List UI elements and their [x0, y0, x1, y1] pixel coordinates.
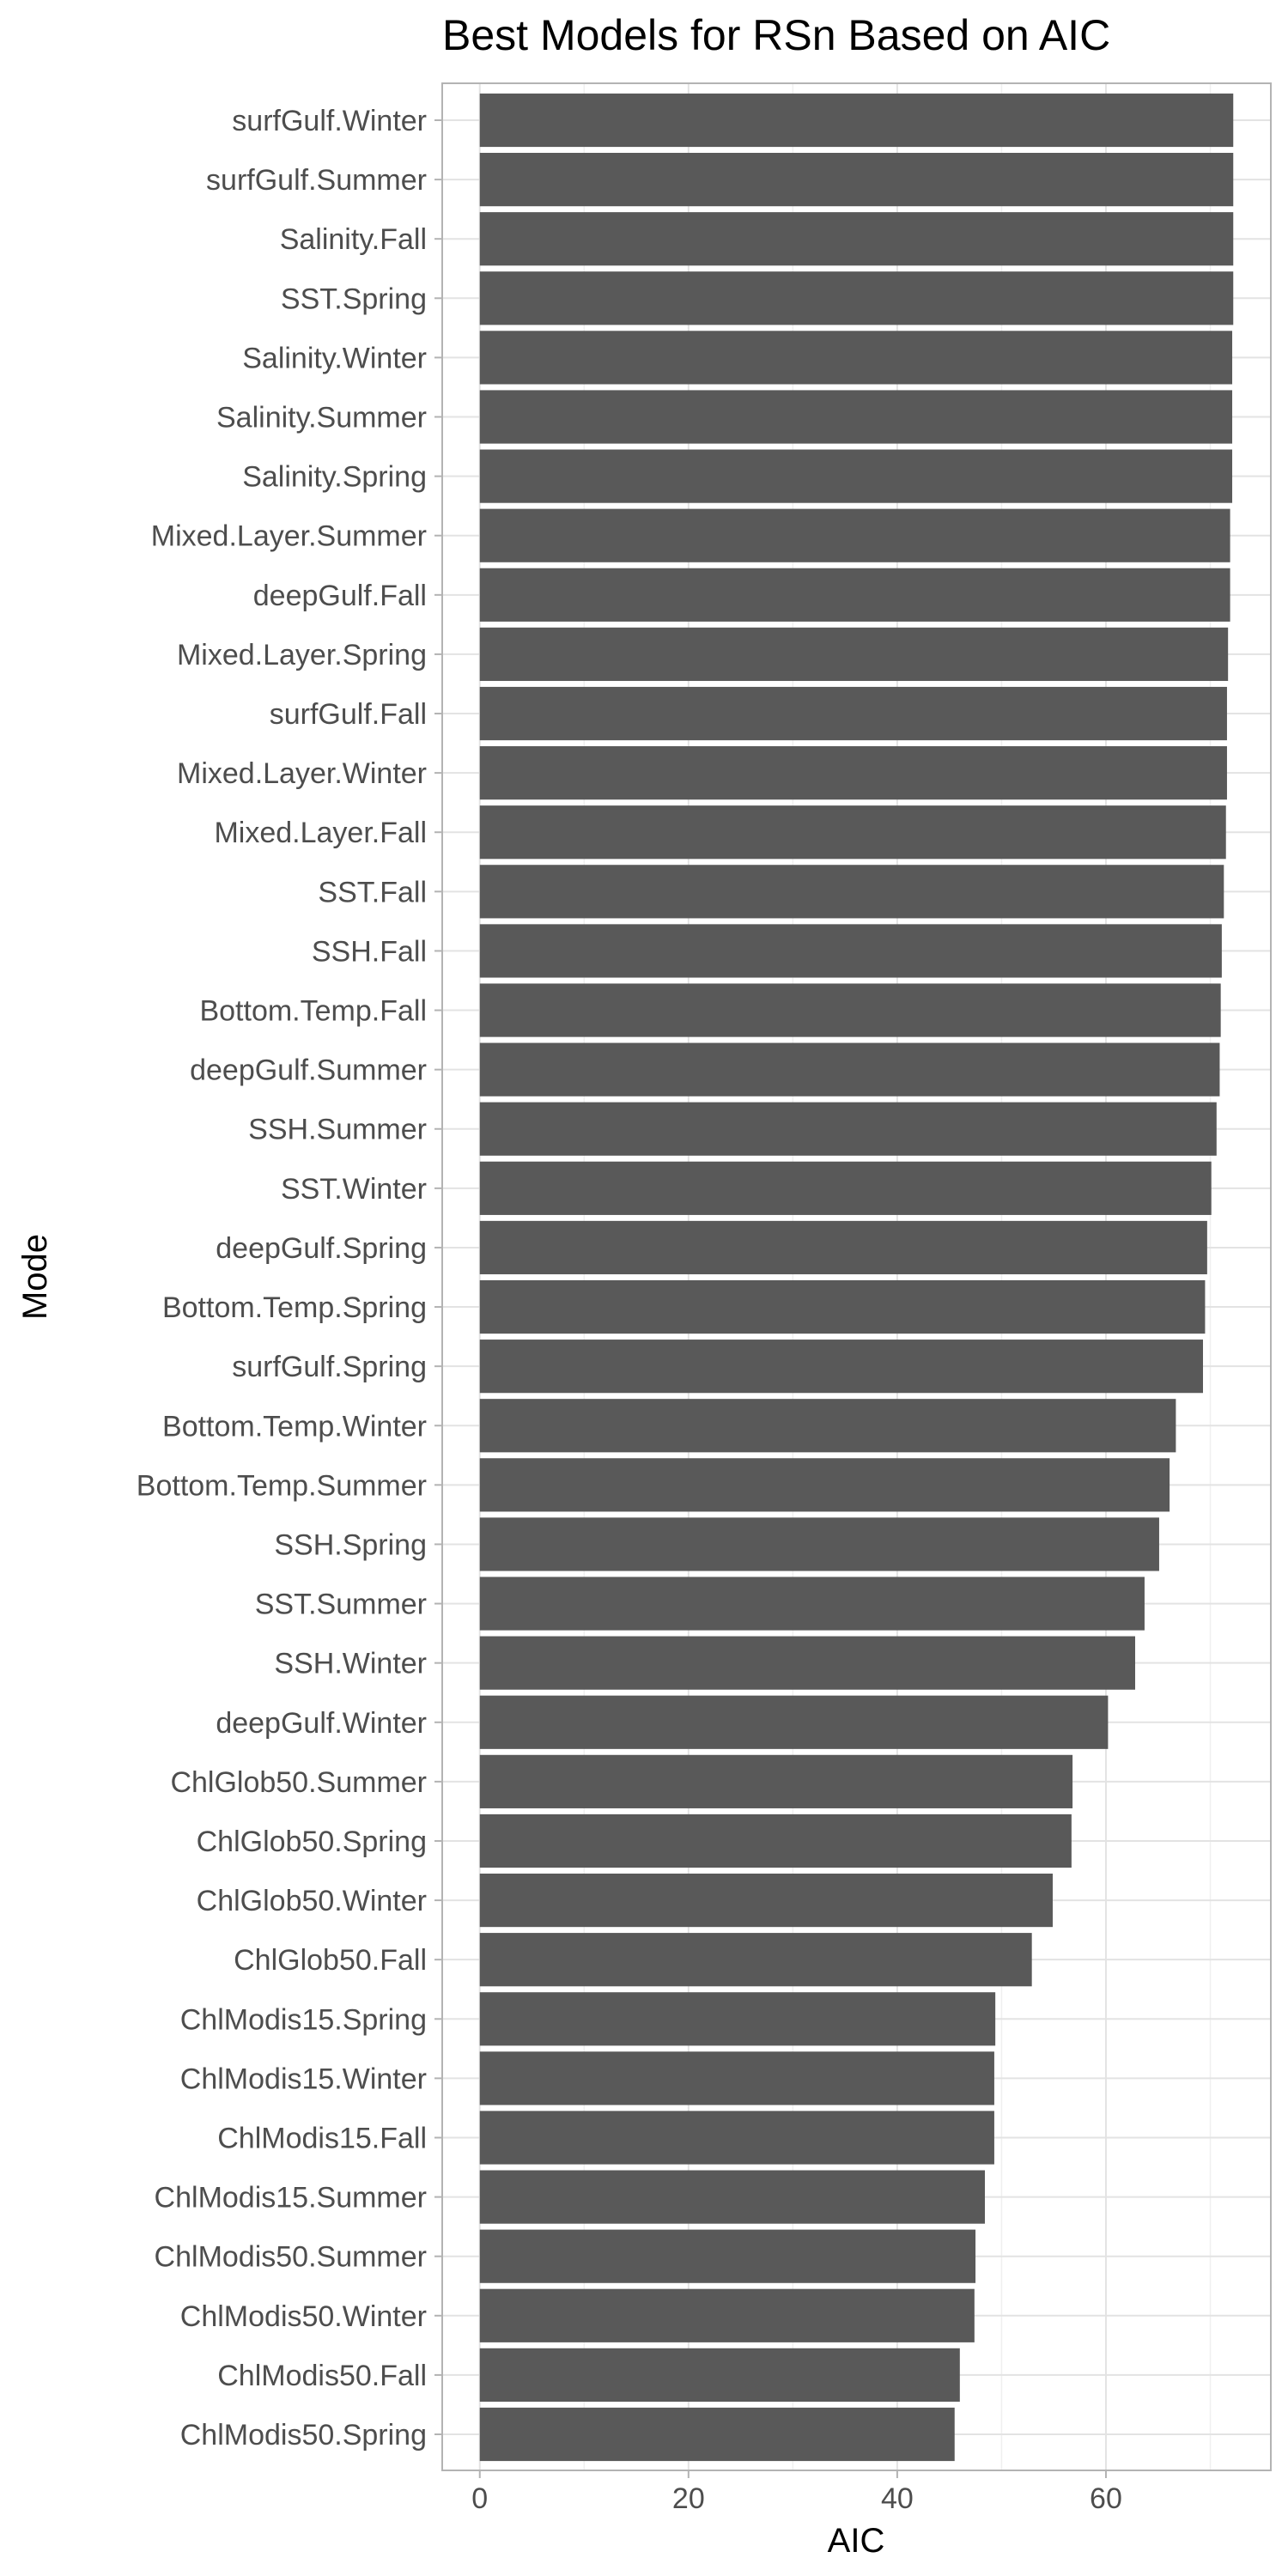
bar	[479, 1458, 1170, 1512]
bar	[479, 1399, 1176, 1453]
x-tick-layer: 0 20 40 60	[471, 2470, 1122, 2515]
y-tick-label: SSH.Spring	[274, 1528, 427, 1561]
bar	[479, 2407, 955, 2462]
y-tick-label: surfGulf.Fall	[270, 698, 427, 731]
bar	[479, 1042, 1220, 1097]
y-tick-label: SSH.Fall	[312, 935, 427, 968]
panel-border	[441, 82, 1272, 2471]
y-tick-label: deepGulf.Winter	[216, 1707, 427, 1740]
y-tick-label: Bottom.Temp.Winter	[162, 1410, 427, 1443]
y-axis-title: Mode	[16, 1234, 54, 1320]
bar	[479, 1161, 1212, 1215]
y-tick-label: surfGulf.Spring	[232, 1351, 427, 1383]
bar	[479, 331, 1233, 385]
y-tick-label: SSH.Summer	[248, 1114, 427, 1146]
y-tick-label: Salinity.Fall	[280, 223, 427, 256]
bar	[479, 2288, 975, 2342]
y-tick-label: SSH.Winter	[274, 1648, 427, 1680]
bar	[479, 449, 1233, 503]
y-tick-label: surfGulf.Summer	[206, 164, 427, 197]
bar	[479, 390, 1233, 444]
bar	[479, 1517, 1159, 1571]
y-tick-label: Salinity.Winter	[242, 342, 427, 374]
bars-layer	[479, 93, 1234, 2462]
bar	[479, 2111, 994, 2165]
x-tick-label: 60	[1090, 2482, 1122, 2515]
y-tick-label: Bottom.Temp.Spring	[162, 1291, 427, 1324]
y-tick-label: Mixed.Layer.Summer	[151, 520, 427, 553]
x-axis-title: AIC	[828, 2522, 885, 2560]
bar	[479, 1754, 1073, 1808]
y-tick-label: SST.Summer	[255, 1589, 427, 1621]
y-tick-label: ChlModis15.Summer	[155, 2182, 427, 2215]
y-tick-label: deepGulf.Summer	[190, 1054, 427, 1087]
bar	[479, 1992, 996, 2046]
bar	[479, 1279, 1206, 1334]
bar	[479, 1873, 1053, 1928]
y-tick-label: deepGulf.Fall	[253, 580, 427, 612]
bar	[479, 2170, 985, 2224]
y-tick-label: surfGulf.Winter	[232, 105, 427, 137]
bar	[479, 1695, 1109, 1749]
y-tick-label: Bottom.Temp.Fall	[199, 995, 427, 1028]
y-tick-label: ChlGlob50.Summer	[170, 1766, 427, 1799]
y-tick-label: ChlGlob50.Fall	[234, 1944, 427, 1977]
bar	[479, 686, 1227, 741]
y-tick-label: ChlModis50.Spring	[180, 2419, 427, 2451]
x-tick-label: 0	[471, 2482, 488, 2515]
bar	[479, 2229, 976, 2283]
y-tick-label: ChlModis15.Fall	[217, 2122, 427, 2154]
bar	[479, 153, 1234, 207]
chart-title: Best Models for RSn Based on AIC	[442, 11, 1110, 59]
bar	[479, 508, 1230, 562]
bar	[479, 924, 1222, 978]
bar	[479, 627, 1229, 682]
y-tick-label: Salinity.Spring	[242, 461, 427, 494]
x-tick-label: 40	[881, 2482, 914, 2515]
y-tick-label: Salinity.Summer	[216, 402, 427, 434]
y-tick-label: ChlModis50.Winter	[180, 2300, 427, 2333]
y-tick-label: SST.Fall	[318, 876, 427, 908]
bar	[479, 212, 1234, 266]
y-tick-label: Mixed.Layer.Spring	[177, 639, 427, 671]
x-tick-label: 20	[672, 2482, 705, 2515]
bar	[479, 1102, 1217, 1156]
bar	[479, 746, 1227, 800]
y-tick-label: Bottom.Temp.Summer	[137, 1469, 427, 1502]
bar	[479, 271, 1234, 325]
bar	[479, 2051, 994, 2105]
bar	[479, 93, 1234, 148]
bar	[479, 865, 1224, 919]
y-tick-layer: surfGulf.Winter surfGulf.Summer Salinity.F…	[137, 105, 442, 2451]
y-tick-label: ChlModis50.Fall	[217, 2360, 427, 2392]
y-tick-label: ChlModis15.Winter	[180, 2063, 427, 2095]
bar	[479, 568, 1230, 622]
bar	[479, 1933, 1032, 1987]
y-tick-label: SST.Winter	[281, 1173, 427, 1206]
y-tick-label: ChlGlob50.Winter	[197, 1885, 427, 1917]
bar	[479, 2348, 960, 2402]
bar	[479, 805, 1226, 860]
bar	[479, 1814, 1072, 1868]
y-tick-label: ChlModis15.Spring	[180, 2003, 427, 2036]
y-tick-label: SST.Spring	[281, 283, 427, 315]
bar	[479, 1220, 1207, 1275]
y-tick-label: Mixed.Layer.Fall	[214, 817, 427, 849]
y-tick-label: ChlModis50.Summer	[155, 2241, 427, 2274]
bar	[479, 983, 1221, 1037]
y-tick-label: deepGulf.Spring	[216, 1232, 427, 1265]
bar	[479, 1636, 1136, 1690]
bar	[479, 1577, 1145, 1631]
y-tick-label: ChlGlob50.Spring	[197, 1826, 427, 1858]
y-tick-label: Mixed.Layer.Winter	[177, 757, 427, 790]
bar	[479, 1340, 1204, 1394]
